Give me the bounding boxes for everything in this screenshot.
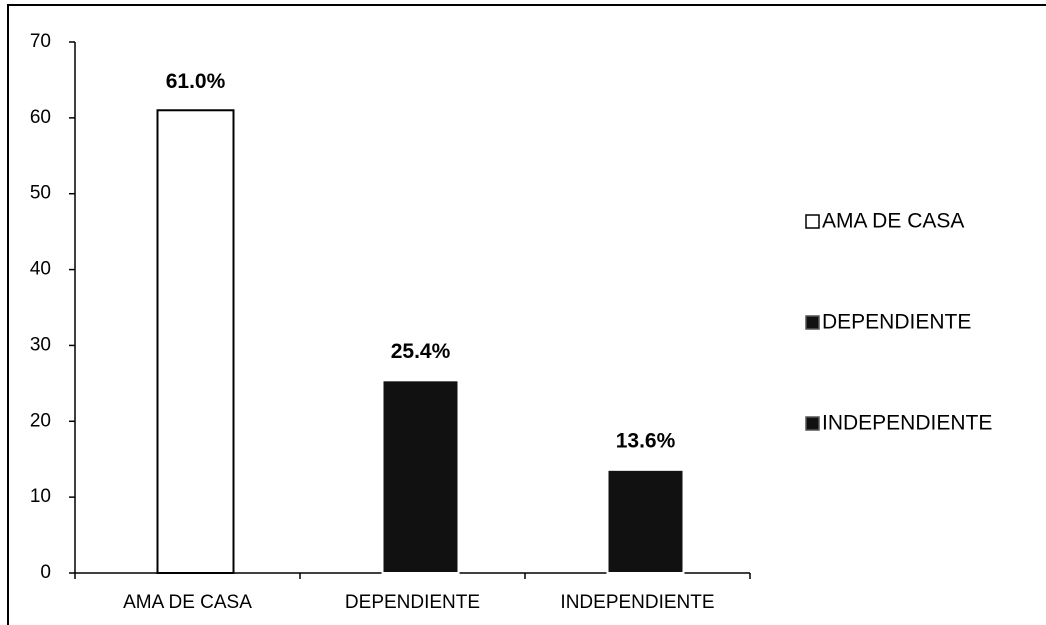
legend-marker	[805, 214, 820, 229]
value-label: 25.4%	[391, 340, 451, 363]
bar	[381, 379, 460, 574]
y-tick-label: 20	[30, 410, 51, 431]
chart-frame	[7, 4, 1046, 625]
legend-label: INDEPENDIENTE	[822, 412, 992, 435]
legend-label: DEPENDIENTE	[822, 311, 971, 334]
x-tick-label: INDEPENDIENTE	[560, 592, 714, 613]
legend-marker	[805, 315, 820, 330]
y-tick-label: 10	[30, 486, 51, 507]
y-tick-label: 0	[40, 562, 51, 583]
x-tick-label: AMA DE CASA	[123, 592, 252, 613]
value-label: 13.6%	[616, 429, 676, 452]
x-tick-label: DEPENDIENTE	[345, 592, 480, 613]
value-label: 61.0%	[166, 70, 226, 93]
y-tick-label: 30	[30, 334, 51, 355]
legend-label: AMA DE CASA	[822, 210, 964, 233]
y-tick-label: 70	[30, 31, 51, 52]
bar	[156, 109, 235, 575]
y-tick-label: 40	[30, 259, 51, 280]
y-tick-label: 50	[30, 183, 51, 204]
bar	[606, 468, 685, 574]
legend-marker	[805, 416, 820, 431]
y-tick-label: 60	[30, 107, 51, 128]
